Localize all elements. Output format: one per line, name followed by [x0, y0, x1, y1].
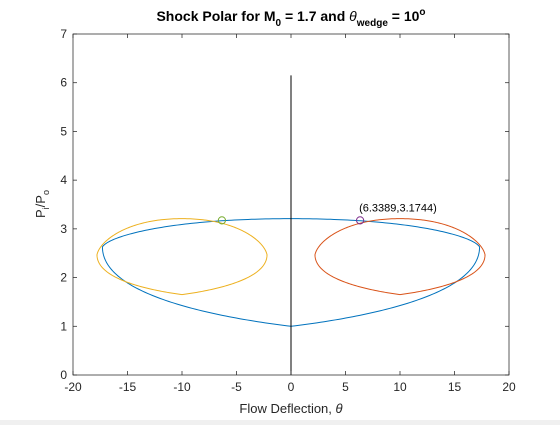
- title-m-subscript: 0: [276, 18, 282, 29]
- x-tick-label: 0: [288, 380, 295, 394]
- y-tick-label: 5: [60, 124, 67, 138]
- plot-series: [96, 75, 486, 375]
- y-tick-label: 3: [60, 222, 67, 236]
- x-tick-label: -15: [119, 380, 137, 394]
- title-mid: = 1.7 and: [281, 8, 349, 24]
- y-axis-label: Pi/Po: [33, 190, 51, 218]
- title-prefix: Shock Polar for M: [156, 8, 275, 24]
- y-tick-label: 0: [60, 368, 67, 382]
- y-tick-label: 4: [60, 173, 67, 187]
- y-tick-label: 2: [60, 271, 67, 285]
- title-superscript: o: [419, 7, 425, 18]
- chart-title: Shock Polar for M0 = 1.7 and θwedge = 10…: [156, 7, 425, 29]
- y-tick-label: 7: [60, 27, 67, 41]
- title-equals: = 10: [388, 8, 420, 24]
- x-tick-label: -20: [64, 380, 82, 394]
- marker-point-0: [355, 216, 365, 225]
- title-theta: θ: [349, 8, 357, 24]
- plot-markers: [217, 216, 365, 225]
- plot-annotations: (6.3389,3.1744): [359, 202, 437, 214]
- x-tick-label: 15: [448, 380, 462, 394]
- y-axis: 0 1 2 3 4 5 6 7: [60, 27, 509, 382]
- title-wedge-subscript: wedge: [356, 18, 389, 29]
- annotation-label-0: (6.3389,3.1744): [359, 202, 437, 214]
- x-axis: -20 -15 -10 -5 0 5 10 15 20: [64, 34, 516, 394]
- y-tick-label: 1: [60, 319, 67, 333]
- marker-point-1: [217, 216, 227, 225]
- axes-box: [72, 33, 510, 376]
- series-polar-line-2: [96, 218, 268, 296]
- x-tick-label: 10: [393, 380, 407, 394]
- x-tick-label: 20: [502, 380, 516, 394]
- x-tick-label: -5: [231, 380, 242, 394]
- x-tick-label: 5: [342, 380, 349, 394]
- series-polar-line-1: [314, 218, 486, 296]
- x-axis-label: Flow Deflection, θ: [239, 401, 342, 416]
- x-tick-label: -10: [173, 380, 191, 394]
- y-tick-label: 6: [60, 76, 67, 90]
